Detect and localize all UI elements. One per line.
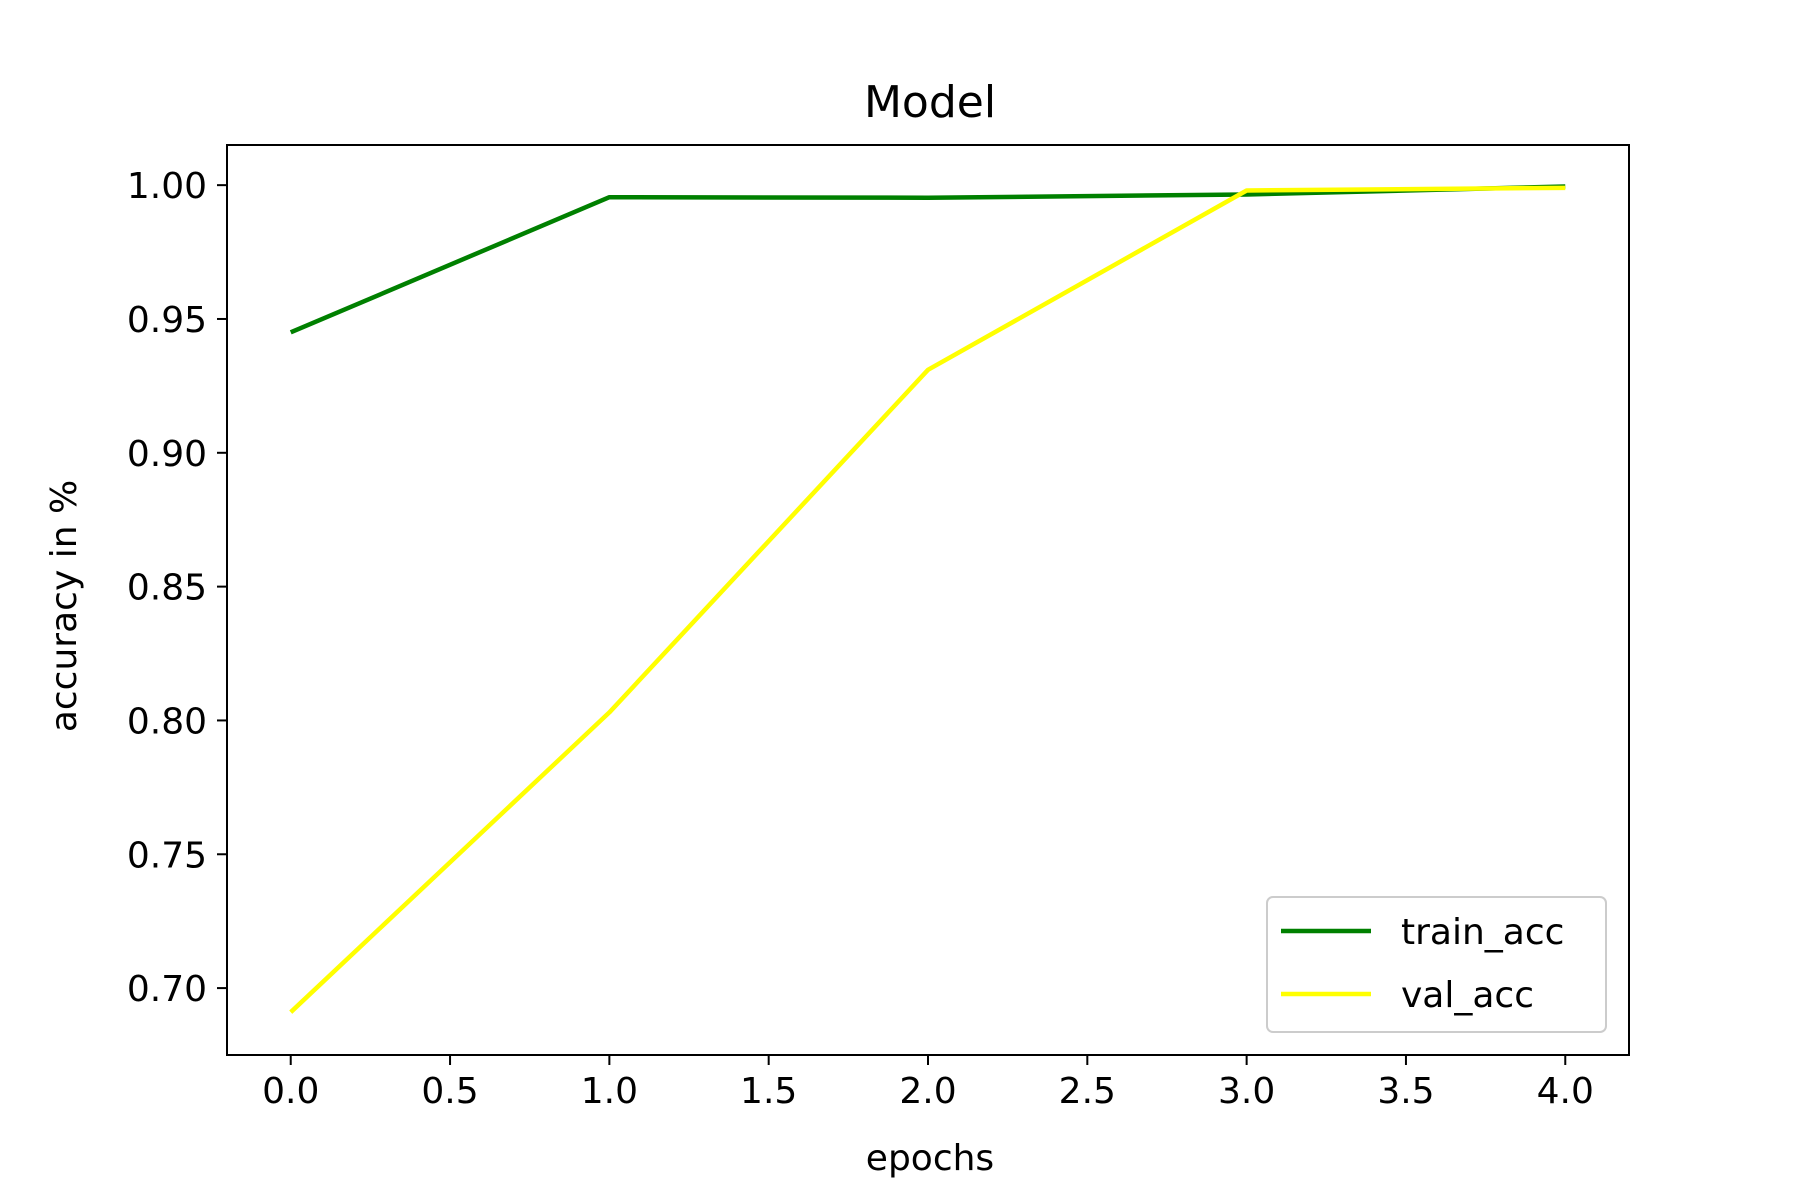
legend: train_acc val_acc [1266, 896, 1607, 1033]
x-tick-label: 2.5 [1059, 1071, 1116, 1112]
y-tick-label: 0.90 [127, 434, 207, 475]
legend-label-val-acc: val_acc [1401, 975, 1534, 1016]
x-tick-label: 1.5 [740, 1071, 797, 1112]
y-tick-label: 0.95 [127, 300, 207, 341]
x-tick-label: 3.0 [1218, 1071, 1275, 1112]
plot-area: 0.0 0.5 1.0 1.5 2.0 2.5 3.0 3.5 4.0 0.70 0.75 0.80 0… [127, 144, 1630, 1112]
x-axis-label: epochs [866, 1138, 994, 1179]
legend-label-train-acc: train_acc [1401, 912, 1564, 953]
x-tick-label: 4.0 [1537, 1071, 1594, 1112]
y-tick-label: 0.85 [127, 568, 207, 609]
chart-title: Model [864, 77, 996, 128]
x-tick-label: 1.0 [581, 1071, 638, 1112]
x-tick-label: 3.5 [1377, 1071, 1434, 1112]
y-tick-label: 1.00 [127, 166, 207, 207]
x-tick-label: 0.0 [262, 1071, 319, 1112]
series-line-val-acc [289, 185, 1566, 1014]
y-tick-label: 0.80 [127, 701, 207, 742]
y-tick-label: 0.70 [127, 969, 207, 1010]
x-tick-label: 0.5 [421, 1071, 478, 1112]
x-tick-label: 2.0 [899, 1071, 956, 1112]
y-axis-label: accuracy in % [44, 480, 85, 732]
y-tick-label: 0.75 [127, 835, 207, 876]
